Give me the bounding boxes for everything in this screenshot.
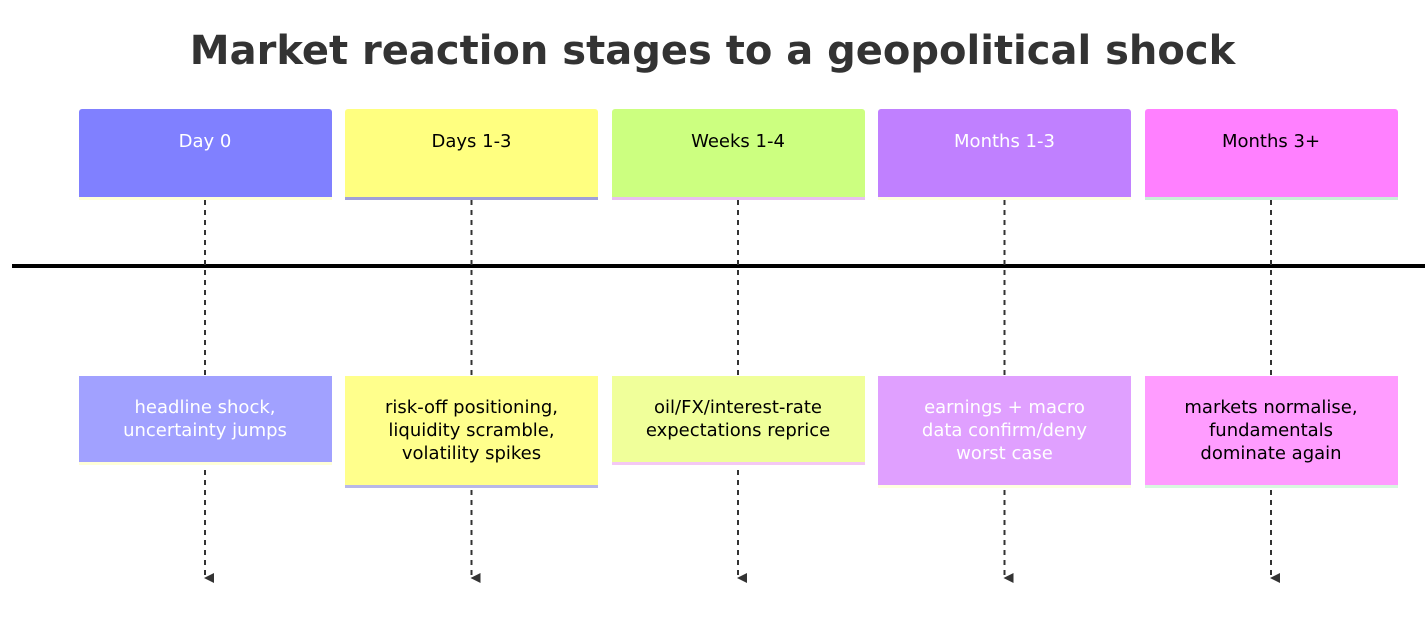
period-header: Day 0 <box>78 109 332 200</box>
event-box: headline shock, uncertainty jumps <box>78 376 332 465</box>
event-text: uncertainty jumps <box>123 420 287 441</box>
event-text: dominate again <box>1200 443 1342 464</box>
event-text: risk-off positioning, <box>384 397 559 418</box>
event-box: earnings + macro data confirm/deny worst c… <box>878 376 1131 488</box>
event-text: data confirm/deny <box>921 420 1088 441</box>
period-header: Months 1-3 <box>878 109 1131 200</box>
diagram-title: Market reaction stages to a geopolitical… <box>189 28 1236 74</box>
event-text: expectations reprice <box>645 420 831 441</box>
event-box: markets normalise, fundamentals dominate a… <box>1144 376 1398 488</box>
period-header: Weeks 1-4 <box>611 109 865 200</box>
event-box: risk-off positioning, liquidity scramble,… <box>345 376 598 488</box>
event-text: fundamentals <box>1208 420 1334 441</box>
event-text: liquidity scramble, <box>388 420 555 441</box>
event-text: earnings + macro <box>924 397 1085 418</box>
period-header: Months 3+ <box>1144 109 1398 200</box>
event-text: oil/FX/interest-rate <box>654 397 822 418</box>
period-header: Days 1-3 <box>345 109 598 200</box>
event-text: worst case <box>956 443 1053 464</box>
event-text: headline shock, <box>134 397 276 418</box>
event-text: markets normalise, <box>1184 397 1358 418</box>
event-text: volatility spikes <box>401 443 542 464</box>
event-box: oil/FX/interest-rate expectations reprice <box>611 376 865 465</box>
